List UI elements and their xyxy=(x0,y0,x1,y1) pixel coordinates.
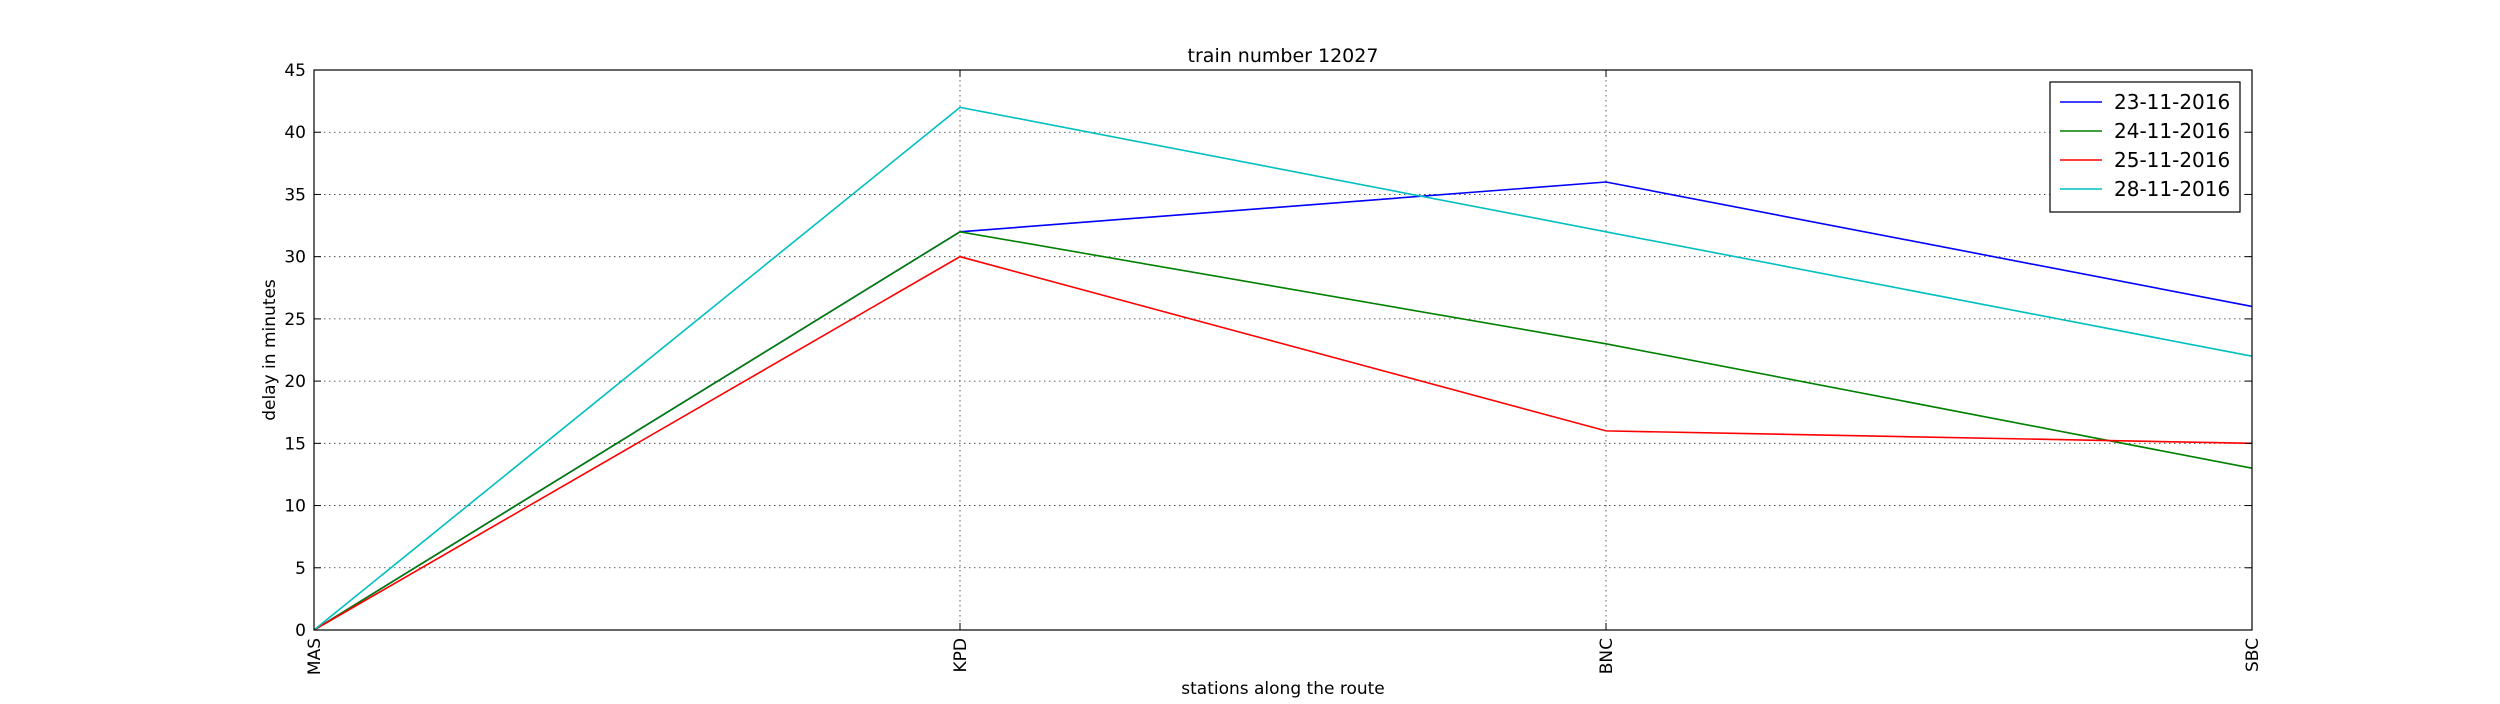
axis-ticks: 0 5 10 15 20 25 30 35 40 45 MAS KPD BNC SBC xyxy=(284,61,2263,675)
legend: 23-11-2016 24-11-2016 25-11-2016 28-11-2016 xyxy=(2049,81,2241,213)
series-line xyxy=(313,255,2253,631)
y-axis-label: delay in minutes xyxy=(260,279,280,421)
legend-label: 25-11-2016 xyxy=(2114,148,2230,172)
y-tick-label: 0 xyxy=(295,621,306,641)
legend-label: 24-11-2016 xyxy=(2114,119,2230,143)
chart-title: train number 12027 xyxy=(1188,45,1379,67)
legend-label: 28-11-2016 xyxy=(2114,177,2230,201)
y-tick-label: 5 xyxy=(295,559,306,579)
plot-area-frame xyxy=(313,69,2253,631)
y-tick-label: 35 xyxy=(284,185,306,205)
x-axis-label: stations along the route xyxy=(1181,679,1385,699)
x-tick-label: SBC xyxy=(2243,638,2263,672)
legend-label: 23-11-2016 xyxy=(2114,90,2230,114)
y-tick-label: 30 xyxy=(284,248,306,268)
x-tick-label: MAS xyxy=(305,638,325,675)
legend-box xyxy=(2049,81,2241,213)
series-line xyxy=(313,181,2253,631)
x-tick-label: BNC xyxy=(1597,638,1617,674)
series-lines xyxy=(313,106,2253,631)
y-tick-label: 45 xyxy=(284,61,306,81)
y-tick-label: 10 xyxy=(284,497,306,517)
x-tick-label: KPD xyxy=(951,638,971,673)
grid xyxy=(314,70,2252,630)
y-tick-label: 40 xyxy=(284,123,306,143)
y-tick-label: 20 xyxy=(284,372,306,392)
y-tick-label: 25 xyxy=(284,310,306,330)
series-line xyxy=(313,106,2253,631)
series-line xyxy=(313,230,2253,631)
y-tick-label: 15 xyxy=(284,434,306,454)
